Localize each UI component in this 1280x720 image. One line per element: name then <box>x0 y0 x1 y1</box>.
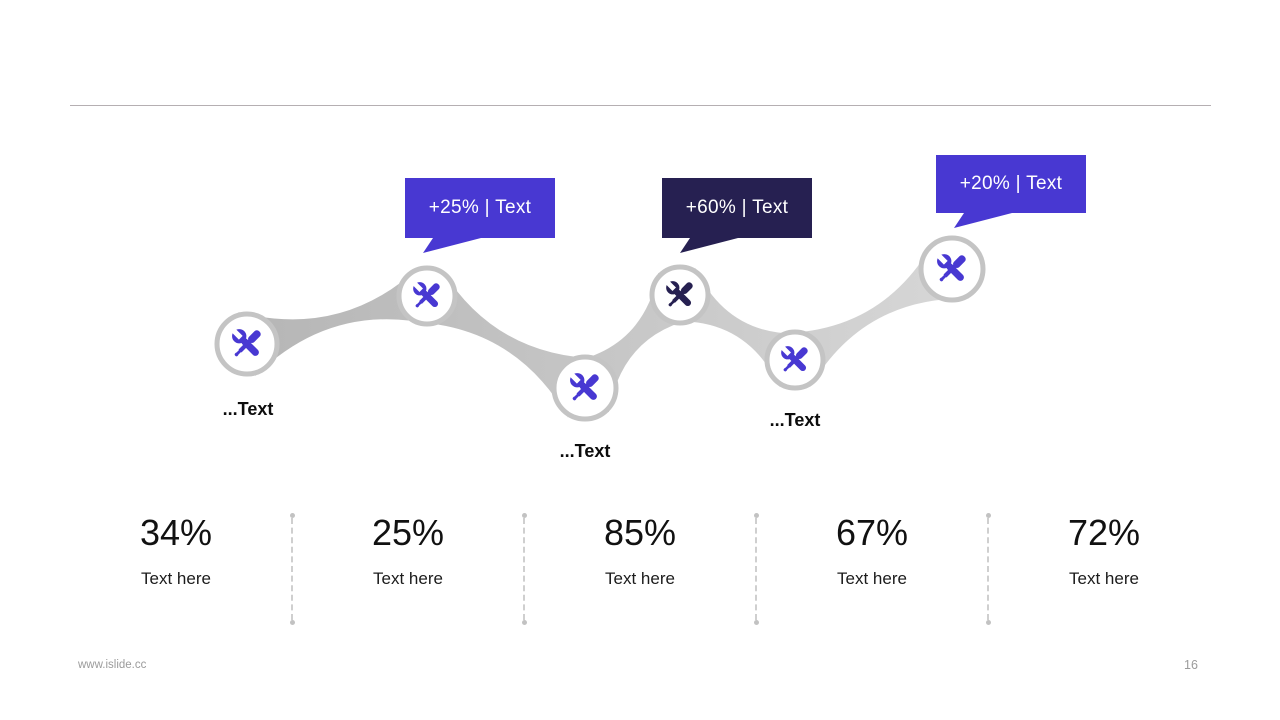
stat-label: Text here <box>605 569 675 588</box>
page-number: 16 <box>1184 658 1198 672</box>
stat-value: 34% <box>139 512 213 553</box>
stats-divider <box>753 513 759 625</box>
milestone-label: ...Text <box>769 410 821 430</box>
stats-divider <box>289 513 295 625</box>
stat-column: 85% Text here <box>524 505 756 630</box>
callout-tail <box>423 238 481 253</box>
stat-column: 72% Text here <box>988 505 1220 630</box>
callout-tail <box>680 238 738 253</box>
callout-tail <box>954 213 1012 228</box>
stat-column: 34% Text here <box>60 505 292 630</box>
stat-label: Text here <box>837 569 907 588</box>
callout-text: +20% | Text <box>959 173 1063 194</box>
callout-text: +60% | Text <box>685 197 789 218</box>
stats-divider <box>985 513 991 625</box>
stat-value: 85% <box>603 512 677 553</box>
stat-label: Text here <box>1069 569 1139 588</box>
milestone-node <box>649 264 711 326</box>
callout-bubble-25: +25% | Text <box>405 178 555 253</box>
milestone-nodes <box>214 235 986 422</box>
milestone-label: ...Text <box>559 441 611 461</box>
milestone-node <box>214 311 280 377</box>
stat-value: 67% <box>835 512 909 553</box>
stat-label: Text here <box>373 569 443 588</box>
callout-bubble-20: +20% | Text <box>936 155 1086 228</box>
stat-column: 25% Text here <box>292 505 524 630</box>
callout-bubble-60: +60% | Text <box>662 178 812 253</box>
ribbon-segment <box>238 267 435 376</box>
milestone-node <box>764 329 826 391</box>
stats-divider <box>521 513 527 625</box>
stat-label: Text here <box>141 569 211 588</box>
milestone-node <box>918 235 986 303</box>
milestone-node <box>551 354 619 422</box>
stat-column: 67% Text here <box>756 505 988 630</box>
stat-value: 25% <box>371 512 445 553</box>
callout-text: +25% | Text <box>428 197 532 218</box>
milestone-label: ...Text <box>222 399 274 419</box>
header-rule-line <box>70 105 1211 106</box>
footer-url: www.islide.cc <box>78 659 147 671</box>
stat-value: 72% <box>1067 512 1141 553</box>
stats-row: 34% Text here 25% Text here 85% Text her… <box>60 505 1220 630</box>
milestone-node <box>396 265 458 327</box>
